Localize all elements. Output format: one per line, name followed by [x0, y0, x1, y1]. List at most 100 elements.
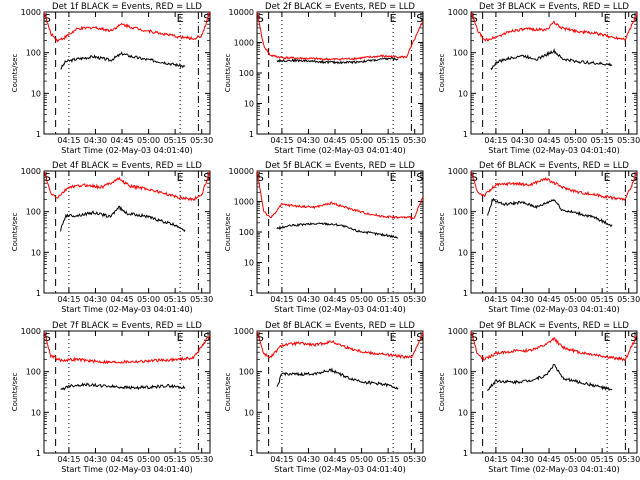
y-tick-label: 10000 — [229, 8, 254, 17]
x-tick-label: 04:15 — [270, 136, 293, 145]
segment-marker: S — [471, 331, 478, 344]
y-axis-label: Counts/sec — [224, 54, 232, 93]
segment-marker: S — [416, 331, 423, 344]
x-tick-label: 05:15 — [377, 295, 400, 304]
y-tick-label: 1000 — [234, 198, 254, 207]
y-tick-label: 100 — [239, 228, 254, 237]
x-tick-label: 04:15 — [57, 455, 80, 464]
y-axis-label: Counts/sec — [11, 373, 19, 412]
x-tick-label: 04:45 — [110, 295, 133, 304]
segment-marker: S — [44, 171, 51, 184]
x-tick-label: 05:30 — [190, 136, 213, 145]
x-tick-label: 04:45 — [323, 455, 346, 464]
segment-marker: S — [257, 331, 264, 344]
y-tick-label: 1 — [463, 449, 468, 458]
x-axis-label: Start Time (02-May-03 04:01:40) — [274, 465, 405, 474]
plot-frame — [470, 11, 638, 135]
y-tick-label: 1000 — [234, 327, 254, 336]
x-tick-label: 04:30 — [84, 136, 107, 145]
x-tick-label: 04:45 — [110, 136, 133, 145]
events-series-line — [60, 382, 186, 391]
lld-series-line — [43, 171, 211, 202]
chart-panel: Det 5f BLACK = Events, RED = LLD 1 10 100 10… — [224, 161, 426, 314]
x-tick-label: 05:30 — [617, 136, 640, 145]
y-tick-label: 1000 — [448, 167, 468, 176]
y-tick-label: 10 — [244, 259, 254, 268]
y-tick-label: 1000 — [234, 39, 254, 48]
lld-series-line — [470, 330, 638, 362]
segment-marker: S — [471, 171, 478, 184]
x-tick-label: 04:45 — [323, 295, 346, 304]
x-tick-label: 04:30 — [297, 455, 320, 464]
x-tick-label: 05:00 — [350, 136, 373, 145]
plot-frame — [43, 330, 211, 454]
y-tick-label: 1 — [36, 289, 41, 298]
lld-series-line — [43, 11, 211, 43]
y-axis-label: Counts/sec — [438, 213, 446, 252]
x-axis-label: Start Time (02-May-03 04:01:40) — [61, 465, 192, 474]
y-tick-label: 1000 — [21, 8, 41, 17]
events-series-line — [276, 56, 399, 65]
chart-title: Det 2f BLACK = Events, RED = LLD — [265, 2, 415, 12]
x-tick-label: 04:45 — [323, 136, 346, 145]
x-tick-label: 05:00 — [137, 295, 160, 304]
events-series-line — [276, 367, 399, 390]
x-tick-label: 04:45 — [110, 455, 133, 464]
y-tick-label: 10 — [31, 408, 41, 417]
y-tick-label: 1 — [463, 289, 468, 298]
x-tick-label: 04:30 — [297, 295, 320, 304]
x-tick-label: 05:30 — [617, 455, 640, 464]
chart-title: Det 3f BLACK = Events, RED = LLD — [479, 2, 629, 12]
chart-panel: Det 9f BLACK = Events, RED = LLD 1 10 100 10… — [438, 321, 640, 474]
segment-marker: S — [203, 171, 210, 184]
events-series-line — [487, 197, 613, 227]
x-axis-label: Start Time (02-May-03 04:01:40) — [61, 305, 192, 314]
chart-title: Det 1f BLACK = Events, RED = LLD — [52, 2, 202, 12]
x-axis-label: Start Time (02-May-03 04:01:40) — [274, 146, 405, 155]
chart-title: Det 9f BLACK = Events, RED = LLD — [479, 321, 629, 331]
chart-title: Det 7f BLACK = Events, RED = LLD — [52, 321, 202, 331]
events-series-line — [487, 363, 613, 392]
chart-panel: Det 1f BLACK = Events, RED = LLD 1 10 100 10… — [11, 2, 213, 155]
x-tick-label: 05:15 — [164, 455, 187, 464]
x-tick-label: 05:00 — [137, 136, 160, 145]
y-tick-label: 100 — [26, 368, 41, 377]
x-tick-label: 04:15 — [484, 295, 507, 304]
y-axis-label: Counts/sec — [224, 373, 232, 412]
lld-series-line — [256, 331, 424, 360]
segment-marker: E — [390, 171, 397, 184]
x-tick-label: 05:30 — [403, 455, 426, 464]
y-tick-label: 100 — [239, 69, 254, 78]
chart-panel: Det 6f BLACK = Events, RED = LLD 1 10 100 10… — [438, 161, 640, 314]
x-tick-label: 04:15 — [57, 295, 80, 304]
y-axis-label: Counts/sec — [438, 54, 446, 93]
x-tick-label: 05:00 — [350, 295, 373, 304]
lld-series-line — [43, 332, 211, 365]
segment-marker: S — [257, 12, 264, 25]
y-tick-label: 100 — [453, 368, 468, 377]
x-tick-label: 05:30 — [403, 295, 426, 304]
segment-marker: E — [604, 171, 611, 184]
y-tick-label: 100 — [239, 368, 254, 377]
segment-marker: S — [630, 331, 637, 344]
events-series-line — [276, 222, 399, 239]
x-tick-label: 05:15 — [377, 455, 400, 464]
x-tick-label: 05:00 — [137, 455, 160, 464]
chart-panel: Det 7f BLACK = Events, RED = LLD 1 10 100 10… — [11, 321, 213, 474]
x-tick-label: 05:30 — [617, 295, 640, 304]
segment-marker: S — [203, 12, 210, 25]
x-tick-label: 05:00 — [564, 136, 587, 145]
y-tick-label: 1000 — [448, 8, 468, 17]
x-tick-label: 05:15 — [164, 295, 187, 304]
y-tick-label: 10 — [244, 408, 254, 417]
chart-title: Det 5f BLACK = Events, RED = LLD — [265, 161, 415, 171]
segment-marker: E — [177, 12, 184, 25]
x-tick-label: 04:30 — [511, 455, 534, 464]
x-tick-label: 05:30 — [403, 136, 426, 145]
x-tick-label: 05:15 — [591, 295, 614, 304]
segment-marker: S — [416, 171, 423, 184]
y-tick-label: 100 — [453, 49, 468, 58]
x-tick-label: 04:30 — [84, 455, 107, 464]
segment-marker: S — [471, 12, 478, 25]
